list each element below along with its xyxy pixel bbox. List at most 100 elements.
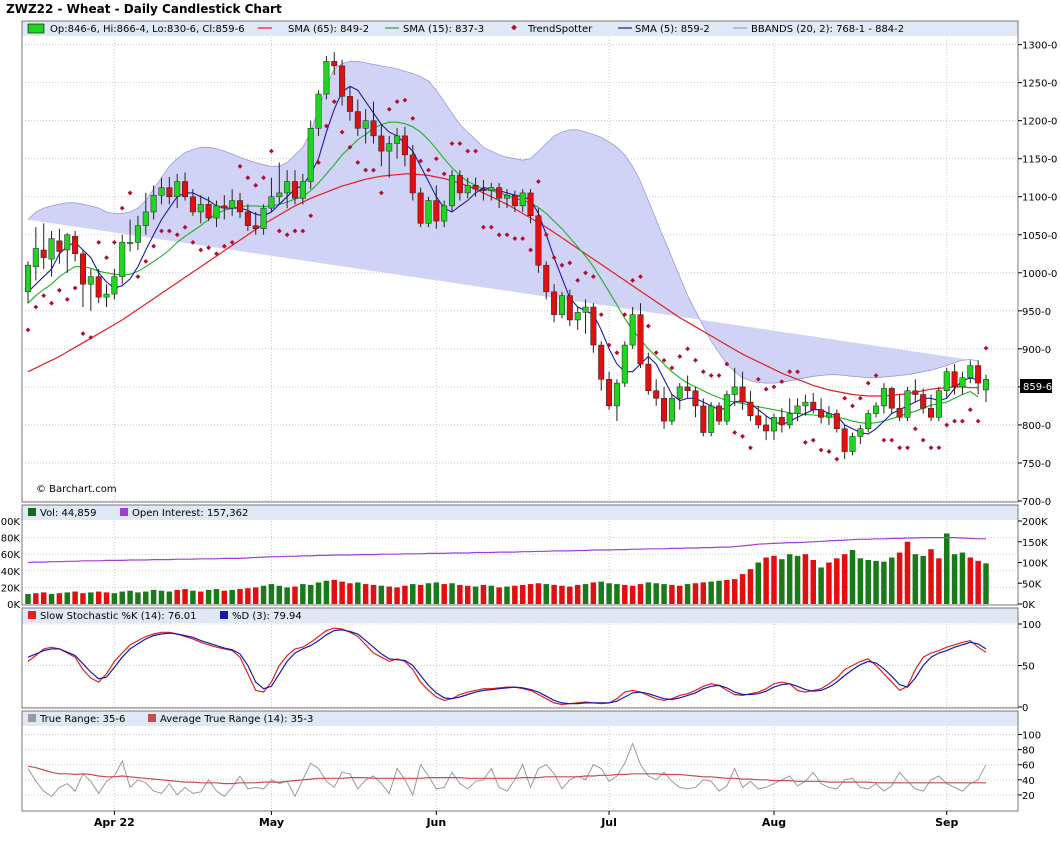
volume-bar <box>959 552 966 604</box>
trendspotter-dot <box>559 262 565 268</box>
trendspotter-dot <box>410 115 416 121</box>
candle <box>323 56 330 100</box>
trendspotter-dot <box>850 403 855 409</box>
candle-down <box>370 120 377 137</box>
volume-bar <box>574 584 581 604</box>
candle <box>307 120 314 190</box>
price-tick-label: 700-0 <box>1022 497 1051 508</box>
candle <box>354 99 361 136</box>
volume-bar <box>810 560 816 604</box>
candle <box>299 173 306 205</box>
volume-bar <box>64 592 71 604</box>
candle <box>205 196 212 222</box>
candle-up <box>519 192 526 207</box>
candle-up <box>441 205 448 222</box>
candle <box>425 196 432 228</box>
oi-legend: Open Interest: 157,362 <box>132 508 248 519</box>
trendspotter-dot <box>174 232 180 238</box>
candle-up <box>276 192 283 197</box>
candle-up <box>504 194 510 199</box>
candle <box>535 208 542 273</box>
trendspotter-dot <box>865 380 871 386</box>
stochD-legend: %D (3): 79.94 <box>232 611 302 622</box>
candle-down <box>543 264 550 293</box>
candle <box>661 386 668 429</box>
candle <box>700 398 707 437</box>
candle-up <box>770 417 777 432</box>
volume-bar <box>904 541 911 604</box>
stoch-tick-label: 50 <box>1022 662 1035 673</box>
candle <box>315 90 322 136</box>
trendspotter-dot <box>143 258 149 264</box>
trendspotter-dot <box>543 232 549 238</box>
volume-bar <box>708 581 714 604</box>
bbands-legend: BBANDS (20, 2): 768-1 - 884-2 <box>751 24 904 35</box>
volume-bar <box>323 580 330 604</box>
candle-down <box>354 111 361 129</box>
tr-axis: 20 40 60 80 100 <box>1018 731 1041 802</box>
volume-bar <box>975 560 981 604</box>
volume-bar <box>661 584 667 604</box>
candle <box>928 394 935 422</box>
candle <box>79 249 86 308</box>
month-label: Apr 22 <box>94 816 135 829</box>
trendspotter-dot <box>693 357 698 363</box>
volume-bar <box>198 591 204 604</box>
candle-up <box>174 181 181 197</box>
volume-bar <box>873 560 879 604</box>
volume-bar <box>276 585 283 604</box>
chart-title: ZWZ22 - Wheat - Daily Candlestick Chart <box>6 2 282 16</box>
candle-up <box>64 234 71 251</box>
trendspotter-dot <box>700 369 706 375</box>
candle <box>472 177 479 197</box>
candle <box>849 432 856 456</box>
volume-left-tick-label: 20K <box>1 583 21 594</box>
x-axis: Apr 22 May Jun Jul Aug Sep <box>94 811 958 829</box>
volume-bar <box>598 581 604 604</box>
candle-up <box>307 128 314 182</box>
candle-down <box>739 386 746 403</box>
candle-up <box>87 276 94 285</box>
price-tick-label: 1300-0 <box>1022 41 1057 52</box>
volume-bar <box>857 558 864 604</box>
sma65-line <box>27 173 979 397</box>
candle-down <box>417 192 424 224</box>
volume-bar <box>464 585 471 604</box>
candle <box>692 386 699 418</box>
candle-up <box>229 200 236 209</box>
candle-down <box>56 240 63 252</box>
price-tick-label: 800-0 <box>1022 421 1051 432</box>
candle-up <box>959 377 966 388</box>
volume-bar <box>669 584 675 604</box>
candle-up <box>386 143 393 152</box>
candle <box>959 371 966 395</box>
candle <box>386 135 393 178</box>
atr-line <box>27 765 986 785</box>
trendspotter-dot <box>983 345 989 351</box>
candle <box>496 183 503 209</box>
candle-down <box>166 187 173 197</box>
volume-bar <box>111 593 118 604</box>
candle <box>590 303 597 353</box>
candle-down <box>551 291 558 315</box>
candle <box>197 195 204 224</box>
trendspotter-dot <box>763 386 769 392</box>
month-label: Aug <box>762 816 786 829</box>
candle-up <box>150 194 157 213</box>
candle <box>967 360 974 384</box>
volume-bar <box>504 586 510 604</box>
volume-bar <box>951 554 958 604</box>
sma15-legend: SMA (15): 837-3 <box>403 24 484 35</box>
trendspotter-dot <box>967 407 973 413</box>
candle-down <box>598 344 605 380</box>
candle <box>527 189 534 224</box>
volume-bar <box>889 557 895 604</box>
volume-bar <box>362 584 369 604</box>
trendspotter-dot <box>826 449 832 454</box>
candle <box>975 360 982 395</box>
candle-down <box>456 175 463 194</box>
trendspotter-dot <box>857 395 863 401</box>
candle <box>213 200 220 228</box>
trendspotter-dot <box>49 300 54 306</box>
candle-up <box>48 238 55 260</box>
